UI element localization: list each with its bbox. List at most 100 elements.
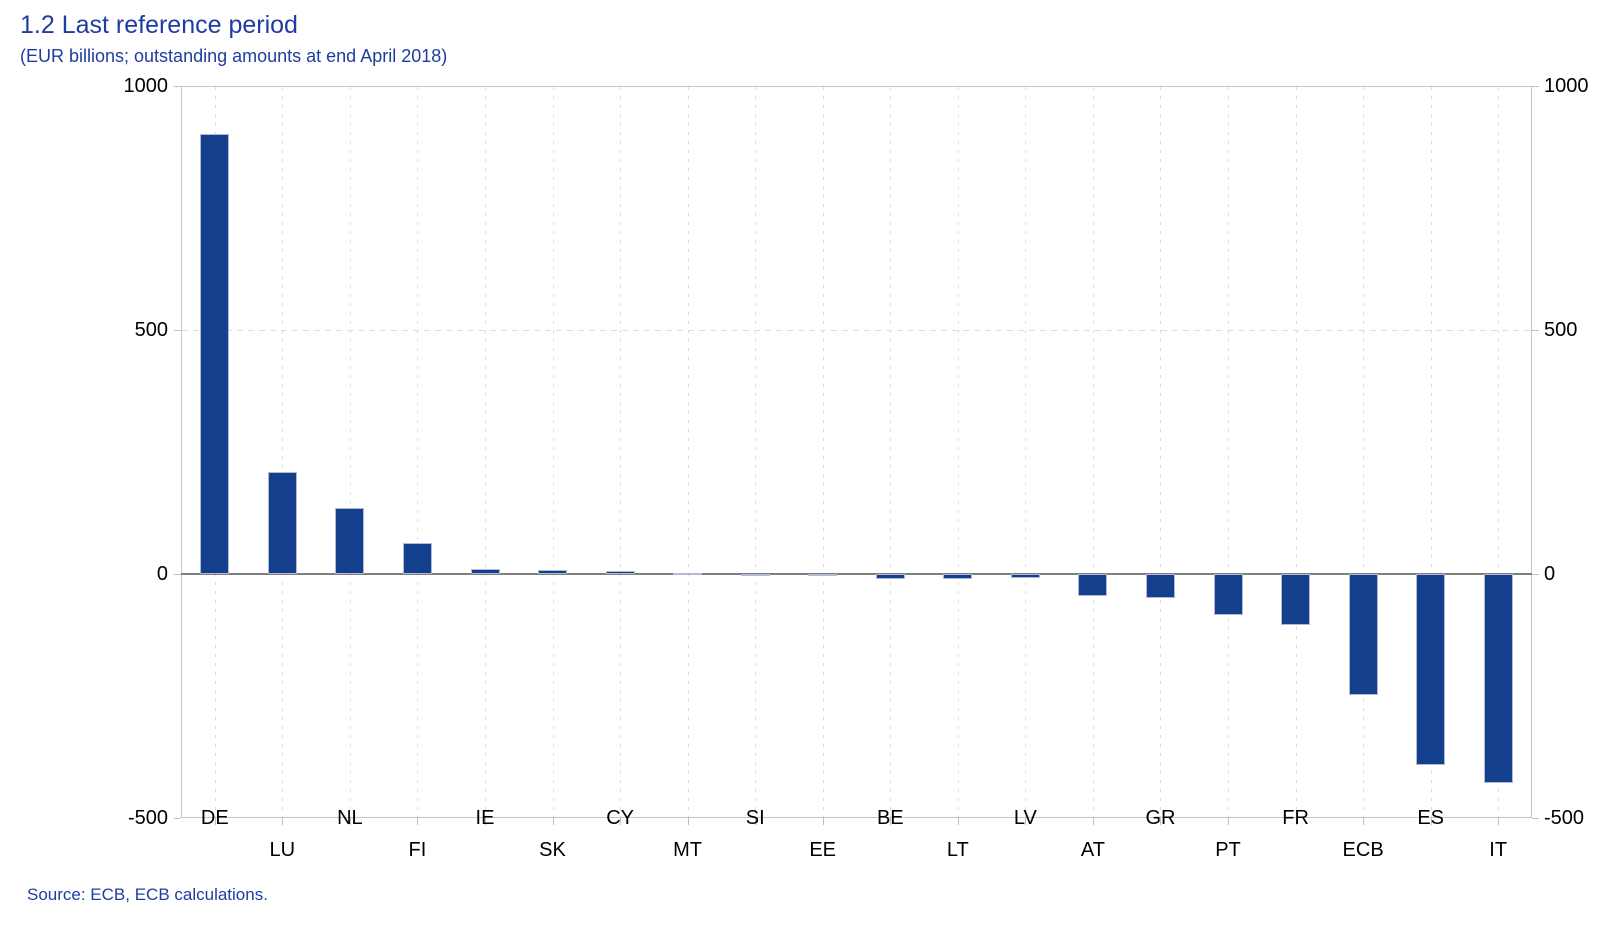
vertical-gridline [620, 87, 621, 817]
bar-GR [1146, 574, 1175, 598]
bar-DE [200, 133, 230, 574]
x-axis-tick [755, 818, 756, 825]
vertical-gridline [1296, 87, 1297, 817]
vertical-gridline [1025, 87, 1026, 817]
x-axis-label-FR: FR [1282, 807, 1309, 829]
bar-IT [1483, 574, 1513, 784]
y-axis-label-right-0: 0 [1544, 563, 1556, 585]
vertical-gridline [958, 87, 959, 817]
bar-PT [1213, 574, 1243, 615]
y-axis-tick-right [1532, 818, 1539, 819]
bar-ECB [1348, 574, 1378, 695]
vertical-gridline [350, 87, 351, 817]
bar-BE [875, 574, 905, 579]
plot-frame [181, 86, 1532, 818]
y-axis-label-right--500: -500 [1544, 807, 1585, 829]
x-axis-tick [890, 818, 891, 825]
x-axis-tick [688, 818, 689, 825]
y-axis-tick-left [174, 818, 181, 819]
bar-SI [740, 574, 770, 576]
source-note: Source: ECB, ECB calculations. [27, 885, 268, 904]
bar-FI [402, 542, 432, 574]
x-axis-tick [282, 818, 283, 825]
zero-line [181, 573, 1532, 575]
x-axis-label-AT: AT [1080, 839, 1105, 861]
vertical-gridline [688, 87, 689, 817]
bar-IE [470, 569, 500, 574]
x-axis-tick [485, 818, 486, 825]
bar-NL [335, 508, 365, 574]
x-axis-label-GR: GR [1145, 807, 1176, 829]
y-axis-label-right-1000: 1000 [1544, 75, 1589, 97]
bar-LV [1010, 574, 1040, 579]
x-axis-tick [620, 818, 621, 825]
y-axis-label-left--500: -500 [127, 807, 168, 829]
x-axis-label-ES: ES [1417, 807, 1445, 829]
x-axis-label-LU: LU [269, 839, 296, 861]
vertical-gridline [417, 87, 418, 817]
x-axis-label-DE: DE [200, 807, 229, 829]
x-axis-tick [1296, 818, 1297, 825]
chart-title: 1.2 Last reference period [20, 11, 298, 39]
vertical-gridline [553, 87, 554, 817]
vertical-gridline [1228, 87, 1229, 817]
vertical-gridline [1363, 87, 1364, 817]
x-axis-tick [1363, 818, 1364, 825]
bar-LT [943, 574, 973, 579]
x-axis-label-LV: LV [1013, 807, 1037, 829]
x-axis-label-BE: BE [876, 807, 904, 829]
x-axis-tick [553, 818, 554, 825]
x-axis-tick [958, 818, 959, 825]
y-axis-label-left-1000: 1000 [123, 75, 169, 97]
x-axis-label-SI: SI [745, 807, 765, 829]
y-axis-tick-left [174, 574, 181, 575]
x-axis-label-CY: CY [606, 807, 634, 829]
bar-CY [605, 571, 635, 574]
bar-SK [538, 569, 567, 574]
vertical-gridline [485, 87, 486, 817]
horizontal-gridline [182, 330, 1531, 331]
x-axis-label-MT: MT [673, 839, 703, 861]
x-axis-label-FI: FI [408, 839, 427, 861]
x-axis-label-SK: SK [539, 839, 566, 861]
vertical-gridline [1160, 87, 1161, 817]
bar-FR [1281, 574, 1311, 626]
x-axis-tick [215, 818, 216, 825]
x-axis-tick [1025, 818, 1026, 825]
y-axis-tick-right [1532, 86, 1539, 87]
y-axis-tick-left [174, 86, 181, 87]
y-axis-label-left-0: 0 [156, 563, 168, 585]
x-axis-label-PT: PT [1215, 839, 1241, 861]
vertical-gridline [1498, 87, 1499, 817]
vertical-gridline [823, 87, 824, 817]
y-axis-tick-right [1532, 574, 1539, 575]
x-axis-tick [1093, 818, 1094, 825]
vertical-gridline [890, 87, 891, 817]
x-axis-tick [1228, 818, 1229, 825]
vertical-gridline [1093, 87, 1094, 817]
bar-ES [1416, 574, 1446, 766]
bar-AT [1078, 574, 1108, 596]
y-axis-label-right-500: 500 [1544, 319, 1578, 341]
vertical-gridline [1431, 87, 1432, 817]
x-axis-label-IE: IE [475, 807, 495, 829]
x-axis-tick [1498, 818, 1499, 825]
y-axis-label-left-500: 500 [134, 319, 168, 341]
y-axis-tick-right [1532, 330, 1539, 331]
vertical-gridline [755, 87, 756, 817]
x-axis-label-NL: NL [337, 807, 363, 829]
vertical-gridline [282, 87, 283, 817]
x-axis-label-ECB: ECB [1342, 839, 1384, 861]
bar-MT [673, 572, 703, 575]
bar-LU [267, 471, 297, 574]
x-axis-tick [823, 818, 824, 825]
x-axis-label-EE: EE [809, 839, 837, 861]
x-axis-tick [1431, 818, 1432, 825]
x-axis-tick [417, 818, 418, 825]
x-axis-label-LT: LT [946, 839, 969, 861]
x-axis-tick [350, 818, 351, 825]
x-axis-label-IT: IT [1489, 839, 1508, 861]
chart-subtitle: (EUR billions; outstanding amounts at en… [20, 46, 448, 66]
